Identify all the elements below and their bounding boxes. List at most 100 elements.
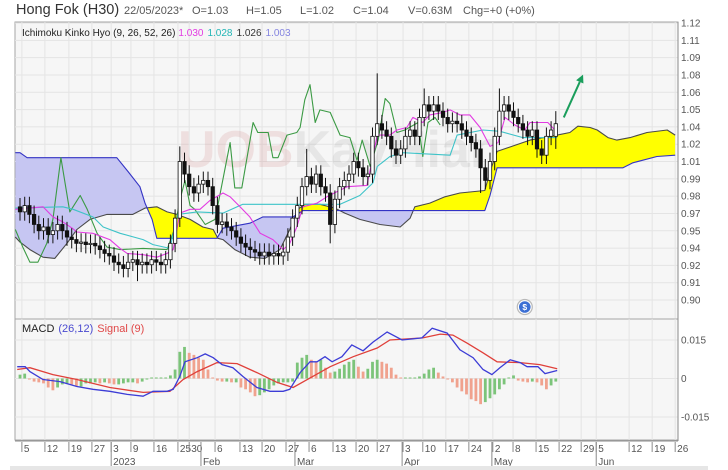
candlestick (97, 237, 102, 259)
candlestick (177, 146, 182, 227)
candlestick (158, 253, 164, 274)
x-axis-label: 20 (264, 444, 276, 455)
x-axis-label: 22 (561, 444, 573, 455)
candle-body (121, 264, 126, 269)
macd-histogram-bar (295, 362, 299, 379)
candle-body (516, 117, 521, 125)
macd-histogram-bar (154, 377, 158, 379)
macd-histogram-bar (112, 378, 116, 385)
candlestick (351, 152, 356, 183)
candle-body (36, 224, 41, 232)
candle-body (281, 251, 286, 257)
macd-histogram-bar (89, 378, 92, 384)
x-axis-label: 6 (217, 444, 223, 455)
macd-histogram-bar (98, 378, 102, 384)
candlestick (285, 228, 291, 261)
macd-histogram-bar (281, 378, 285, 383)
senkou-b-line (15, 152, 676, 239)
candle-body (158, 261, 164, 266)
candle-body (93, 242, 98, 247)
macd-histogram-bar (65, 378, 69, 384)
macd-histogram-bar (244, 378, 247, 390)
candle-body (346, 173, 352, 181)
candlestick (154, 250, 159, 272)
candle-body (370, 135, 375, 175)
x-axis-label: 25 (180, 444, 192, 455)
candlestick (93, 234, 98, 255)
candle-body (172, 217, 178, 244)
candlestick (412, 121, 417, 146)
x-axis-label: 9 (133, 444, 139, 455)
macd-histogram-bar (126, 378, 130, 383)
candle-body (149, 259, 154, 266)
candlestick (248, 238, 253, 259)
macd-line (17, 327, 558, 397)
kijun-value: 1.028 (207, 28, 233, 39)
candlestick (276, 244, 281, 265)
bar-volume: V=0.63M (408, 5, 453, 17)
candlestick (238, 228, 243, 253)
candle-body (454, 120, 460, 125)
macd-histogram-bar (28, 378, 31, 380)
candle-body (177, 161, 182, 219)
macd-histogram-bar (107, 378, 111, 384)
macd-histogram-bar (32, 378, 36, 382)
candlestick (126, 253, 131, 278)
candlestick (459, 114, 464, 139)
trend-arrow-icon (562, 74, 584, 118)
macd-histogram-bar (239, 378, 243, 388)
candle-body (356, 161, 361, 169)
x-axis-label: 19 (654, 444, 666, 455)
macd-histogram-bar (42, 378, 45, 384)
ichimoku-legend[interactable]: Ichimoku Kinko Hyo (9, 26, 52, 26) 1.030 1… (22, 28, 295, 39)
svg-text:$: $ (522, 302, 527, 312)
macd-histogram-bar (357, 366, 360, 379)
horizontal-scrollbar[interactable] (10, 466, 708, 470)
macd-legend[interactable]: MACD (26,12) Signal (9) (22, 323, 148, 335)
candle-body (27, 205, 32, 215)
candlestick (229, 218, 234, 240)
macd-legend-label: MACD (22, 323, 55, 335)
period-label: Mar (297, 457, 315, 468)
candle-body (17, 206, 23, 213)
candle-body (22, 205, 27, 213)
macd-histogram-bar (272, 378, 276, 386)
candle-body (201, 179, 206, 185)
candle-body (266, 251, 272, 257)
candle-body (497, 110, 502, 137)
candle-body (379, 123, 385, 131)
macd-histogram-bar (361, 371, 365, 379)
period-label: May (494, 457, 513, 468)
macd-histogram-bar (211, 377, 215, 379)
candlestick (281, 243, 286, 265)
candlestick (149, 250, 154, 274)
macd-histogram-bar (366, 368, 370, 379)
candle-body (549, 129, 554, 137)
candle-body (544, 135, 549, 156)
macd-histogram-bar (159, 377, 163, 379)
macd-panel[interactable] (14, 318, 679, 441)
macd-histogram-bar (422, 373, 426, 379)
candlestick (511, 102, 516, 127)
candlestick (328, 184, 333, 244)
candlestick (215, 196, 220, 234)
candle-body (304, 176, 309, 188)
price-axis-label: 0.90 (681, 296, 701, 307)
candlestick (271, 244, 276, 265)
candle-body (309, 176, 314, 185)
candlestick (191, 177, 196, 202)
macd-histogram-bar (37, 378, 41, 383)
candle-body (525, 129, 530, 137)
macd-histogram-bar (474, 378, 478, 402)
macd-histogram-bar (23, 373, 27, 379)
dividend-marker[interactable]: $ (516, 298, 533, 316)
macd-histogram-bar (338, 368, 341, 379)
macd-histogram-bar (216, 378, 219, 381)
candle-body (243, 242, 248, 248)
macd-histogram-bar (328, 372, 332, 379)
candlestick (83, 233, 88, 254)
candlestick (332, 190, 338, 234)
macd-histogram-bar (404, 377, 407, 379)
candle-body (553, 123, 558, 137)
